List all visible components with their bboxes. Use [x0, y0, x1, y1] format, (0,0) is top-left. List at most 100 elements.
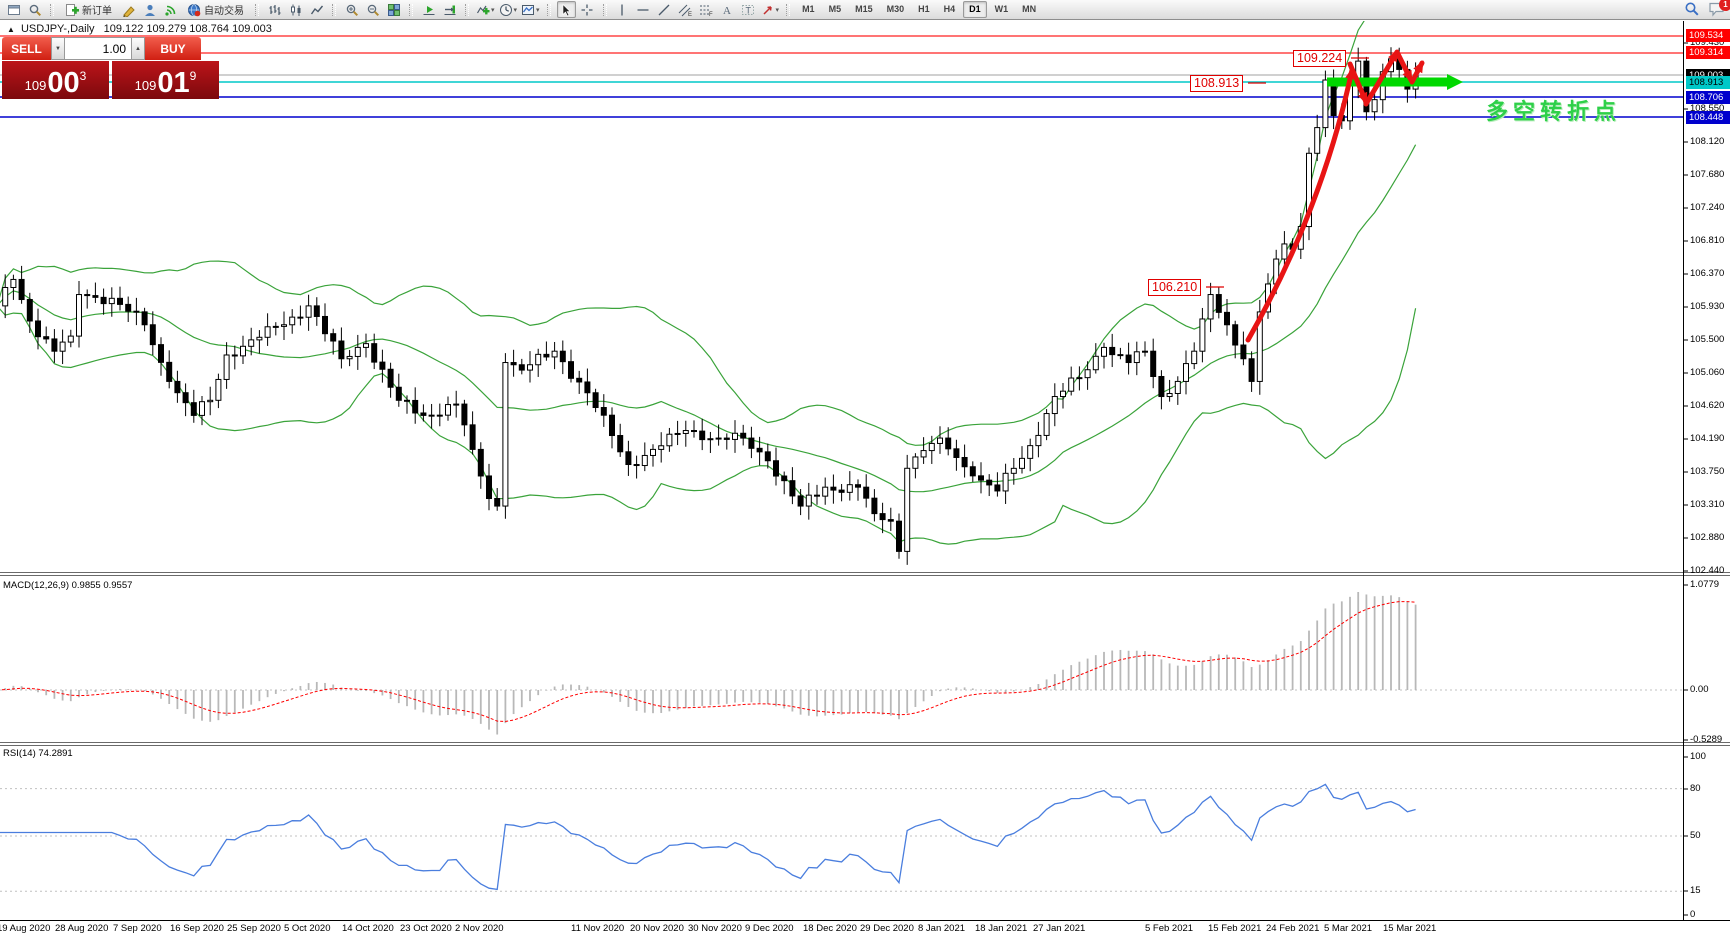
date-axis-label[interactable]: 16 Sep 2020 — [170, 923, 224, 934]
text-icon[interactable]: A — [718, 1, 737, 18]
trendline-icon[interactable] — [655, 1, 674, 18]
date-axis-label[interactable]: 9 Dec 2020 — [745, 923, 794, 934]
chat-icon[interactable]: 1 — [1708, 0, 1730, 22]
toolbar-grip — [786, 3, 791, 16]
price-badge: 108.448 — [1686, 111, 1730, 124]
label-icon[interactable]: T — [739, 1, 758, 18]
volume-input[interactable] — [65, 37, 131, 60]
zoom-in-icon[interactable] — [342, 1, 361, 18]
bar-chart-icon[interactable] — [265, 1, 284, 18]
date-axis-label[interactable]: 28 Aug 2020 — [55, 923, 109, 934]
dropdown-caret[interactable]: ▾ — [775, 6, 780, 14]
rsi-axis-tick: 15 — [1690, 885, 1701, 896]
date-axis-label[interactable]: 8 Jan 2021 — [918, 923, 966, 934]
sell-price-sup: 3 — [79, 69, 87, 83]
date-axis-label[interactable]: 7 Sep 2020 — [113, 923, 162, 934]
date-axis-label[interactable]: 30 Nov 2020 — [688, 923, 742, 934]
cursor-icon[interactable] — [556, 1, 576, 18]
axis-tick-marks — [1683, 42, 1688, 916]
channel-letter: E — [688, 12, 692, 17]
horizontal-line-icon[interactable] — [634, 1, 653, 18]
community-icon[interactable] — [140, 1, 159, 18]
styles-icon[interactable] — [119, 1, 138, 18]
new-order-button[interactable]: 新订单 — [60, 1, 117, 18]
sell-button[interactable]: SELL — [2, 37, 51, 60]
date-axis-label[interactable]: 23 Oct 2020 — [400, 923, 452, 934]
trend-arrows-drawing[interactable] — [1245, 49, 1425, 343]
vertical-line-icon[interactable] — [613, 1, 632, 18]
sell-price-panel[interactable]: 109 00 3 — [2, 61, 109, 99]
timeframe-m5[interactable]: M5 — [828, 4, 842, 14]
price-axis-tick: 106.370 — [1690, 268, 1725, 279]
timeframe-h4[interactable]: H4 — [943, 4, 956, 14]
date-axis-label[interactable]: 25 Sep 2020 — [227, 923, 281, 934]
toolbar-grip — [409, 3, 413, 16]
horizontal-level-lines[interactable] — [0, 35, 1683, 118]
date-axis-label[interactable]: 27 Jan 2021 — [1033, 923, 1086, 934]
crosshair-icon[interactable] — [578, 1, 597, 18]
search-icon[interactable] — [1684, 1, 1700, 22]
toolbar-grip — [546, 3, 551, 16]
templates-icon[interactable]: ▾ — [520, 1, 541, 18]
price-annotation[interactable]: 109.224 — [1293, 50, 1347, 67]
symbol-direction-icon: ▲ — [7, 25, 15, 34]
candlesticks[interactable] — [0, 47, 1419, 565]
date-axis-label[interactable]: 29 Dec 2020 — [860, 923, 914, 934]
periods-icon[interactable]: ▾ — [498, 1, 519, 18]
volume-down-button[interactable]: ▼ — [51, 37, 65, 60]
price-annotation[interactable]: 108.913 — [1190, 75, 1244, 92]
date-axis-label[interactable]: 2 Nov 2020 — [455, 923, 504, 934]
date-axis-label[interactable]: 5 Feb 2021 — [1145, 923, 1194, 934]
date-axis-label[interactable]: 15 Mar 2021 — [1383, 923, 1437, 934]
toolbar-grip — [332, 3, 336, 16]
price-annotation[interactable]: 106.210 — [1148, 279, 1202, 296]
date-axis-label[interactable]: 24 Feb 2021 — [1266, 923, 1320, 934]
price-axis-tick: 105.930 — [1690, 301, 1725, 312]
dropdown-caret[interactable]: ▾ — [536, 6, 540, 14]
date-axis-label[interactable]: 20 Nov 2020 — [630, 923, 684, 934]
timeframe-d1[interactable]: D1 — [963, 1, 987, 18]
new-chart-icon[interactable] — [4, 1, 23, 18]
zoom-out-icon[interactable] — [363, 1, 382, 18]
arrows-icon[interactable]: ▾ — [760, 1, 781, 18]
date-axis-label[interactable]: 18 Jan 2021 — [975, 923, 1028, 934]
line-chart-icon[interactable] — [307, 1, 326, 18]
buy-button[interactable]: BUY — [145, 37, 201, 60]
candlestick-chart-icon[interactable] — [286, 1, 305, 18]
timeframe-h1[interactable]: H1 — [918, 4, 930, 14]
price-axis-tick: 108.120 — [1690, 136, 1725, 147]
fibonacci-icon[interactable]: F — [697, 1, 716, 18]
symbol-search-icon[interactable] — [25, 1, 44, 18]
signals-icon[interactable] — [161, 1, 180, 18]
dropdown-caret[interactable]: ▾ — [491, 6, 495, 14]
new-order-icon — [66, 3, 79, 16]
buy-price-panel[interactable]: 109 01 9 — [112, 61, 219, 99]
tile-windows-icon[interactable] — [384, 1, 403, 18]
support-zone-drawing[interactable] — [1327, 74, 1463, 90]
equidistant-channel-icon[interactable]: E — [676, 1, 695, 18]
date-axis-label[interactable]: 14 Oct 2020 — [342, 923, 394, 934]
timeframe-w1[interactable]: W1 — [994, 4, 1009, 14]
volume-up-button[interactable]: ▲ — [131, 37, 145, 60]
date-axis-label[interactable]: 5 Mar 2021 — [1324, 923, 1373, 934]
buy-price-sup: 9 — [189, 69, 197, 83]
date-axis-label[interactable]: 5 Oct 2020 — [284, 923, 331, 934]
timeframe-mn[interactable]: MN — [1022, 4, 1037, 14]
indicators-icon[interactable]: ▾ — [475, 1, 496, 18]
price-axis-tick: 106.810 — [1690, 235, 1725, 246]
timeframe-m1[interactable]: M1 — [802, 4, 815, 14]
macd-axis-tick: 1.0779 — [1690, 579, 1720, 590]
date-axis-label[interactable]: 18 Dec 2020 — [803, 923, 857, 934]
auto-scroll-icon[interactable] — [419, 1, 438, 18]
timeframe-m15[interactable]: M15 — [855, 4, 873, 14]
turning-point-annotation[interactable]: 多空转折点 — [1486, 99, 1622, 124]
dropdown-caret[interactable]: ▾ — [513, 6, 518, 14]
rsi-label: RSI(14) 74.2891 — [3, 748, 73, 759]
autotrade-button[interactable]: 自动交易 — [182, 1, 249, 18]
date-axis-label[interactable]: 19 Aug 2020 — [0, 923, 51, 934]
date-axis-label[interactable]: 11 Nov 2020 — [571, 923, 625, 934]
chart-shift-icon[interactable] — [440, 1, 459, 18]
timeframe-m30[interactable]: M30 — [886, 4, 905, 14]
date-axis-label[interactable]: 15 Feb 2021 — [1208, 923, 1262, 934]
